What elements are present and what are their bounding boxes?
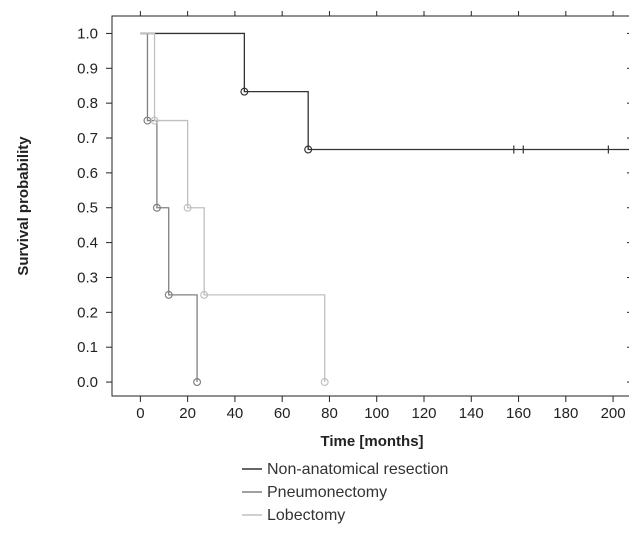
event-marker-lobectomy [150,116,159,125]
legend-item-non-anatomical-resection: Non-anatomical resection [242,461,448,478]
legend-label: Pneumonectomy [267,484,387,501]
event-marker-lobectomy [183,203,192,212]
legend-item-lobectomy: Lobectomy [242,507,345,524]
y-tick-label: 0.6 [77,165,98,182]
event-marker-lobectomy [320,378,329,387]
y-tick-label: 0.8 [77,95,98,112]
y-tick-label: 0.2 [77,304,98,321]
y-tick-label: 0.9 [77,60,98,77]
x-tick-label: 40 [227,405,244,422]
event-marker-pneumonectomy [152,203,161,212]
event-marker-non-anatomical-resection [240,87,249,96]
x-tick-label: 0 [136,405,144,422]
axis-ticks: 0 20 40 60 80 100 120 140 160 180 200 0.0 0.1 0.2 0.3 0… [77,11,629,422]
survival-curve-non-anatomical-resection [140,32,629,151]
y-tick-label: 0.5 [77,200,98,217]
y-tick-label: 1.0 [77,25,98,42]
x-axis-title: Time [months] [320,433,423,450]
y-tick-label: 0.4 [77,235,98,252]
event-marker-non-anatomical-resection [304,145,313,154]
legend-item-pneumonectomy: Pneumonectomy [242,484,387,501]
survival-curve-lobectomy [140,32,326,383]
x-tick-label: 140 [459,405,484,422]
event-marker-pneumonectomy [164,290,173,299]
y-tick-label: 0.1 [77,339,98,356]
plot-frame [111,15,629,397]
y-axis-title: Survival probability [15,136,32,276]
x-tick-label: 20 [179,405,196,422]
x-tick-label: 60 [274,405,291,422]
legend: Non-anatomical resection Pneumonectomy Lob… [242,461,448,524]
event-marker-lobectomy [200,290,209,299]
y-tick-label: 0.3 [77,269,98,286]
legend-label: Non-anatomical resection [267,461,448,478]
survival-curve-pneumonectomy [140,32,198,383]
y-tick-label: 0.7 [77,130,98,147]
y-tick-label: 0.0 [77,374,98,391]
survival-curves [140,32,629,387]
x-tick-label: 100 [364,405,389,422]
x-tick-label: 80 [321,405,338,422]
x-tick-label: 180 [553,405,578,422]
event-marker-pneumonectomy [193,378,202,387]
x-tick-label: 200 [601,405,626,422]
x-tick-label: 120 [411,405,436,422]
legend-label: Lobectomy [267,507,345,524]
x-tick-label: 160 [506,405,531,422]
